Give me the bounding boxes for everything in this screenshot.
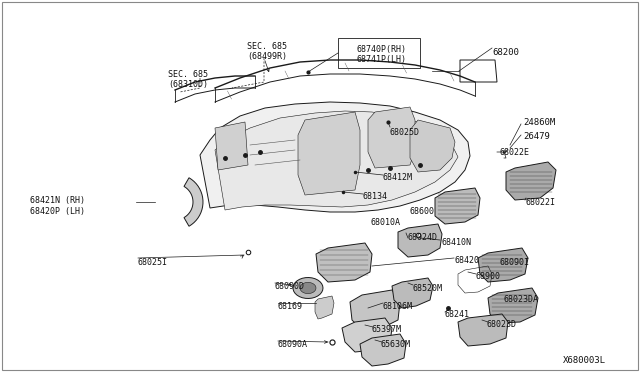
Polygon shape <box>435 188 480 224</box>
Text: 68090D: 68090D <box>275 282 305 291</box>
Text: 68010A: 68010A <box>371 218 401 227</box>
Text: SEC. 685: SEC. 685 <box>168 70 208 79</box>
Text: 65630M: 65630M <box>381 340 411 349</box>
Text: 65397M: 65397M <box>372 325 402 334</box>
Text: 68241: 68241 <box>445 310 470 319</box>
Text: 68022I: 68022I <box>526 198 556 207</box>
Text: 68410N: 68410N <box>442 238 472 247</box>
Polygon shape <box>342 318 392 352</box>
Text: 68169: 68169 <box>278 302 303 311</box>
Text: 24860M: 24860M <box>523 118 556 127</box>
Text: 68520M: 68520M <box>413 284 443 293</box>
Text: 68900: 68900 <box>476 272 501 281</box>
Polygon shape <box>360 334 406 366</box>
Polygon shape <box>458 314 508 346</box>
Polygon shape <box>478 248 528 282</box>
Text: X680003L: X680003L <box>563 356 606 365</box>
Polygon shape <box>410 120 455 172</box>
Text: 68023DA: 68023DA <box>504 295 539 304</box>
Polygon shape <box>368 107 415 168</box>
Text: 68024D: 68024D <box>408 233 438 242</box>
Polygon shape <box>293 278 323 298</box>
Text: 68420P (LH): 68420P (LH) <box>30 207 85 216</box>
Text: 26479: 26479 <box>523 132 550 141</box>
Text: 68421N (RH): 68421N (RH) <box>30 196 85 205</box>
Text: (68310D): (68310D) <box>168 80 208 89</box>
Polygon shape <box>215 122 248 170</box>
Text: 68740P(RH): 68740P(RH) <box>357 45 407 54</box>
Text: 68025I: 68025I <box>138 258 168 267</box>
Polygon shape <box>184 178 203 226</box>
Text: 68023D: 68023D <box>487 320 517 329</box>
Polygon shape <box>398 224 442 257</box>
Text: 68600: 68600 <box>410 207 435 216</box>
Polygon shape <box>315 296 334 319</box>
Text: (68499R): (68499R) <box>247 52 287 61</box>
Text: 68022E: 68022E <box>500 148 530 157</box>
Polygon shape <box>392 278 433 308</box>
Text: 68090I: 68090I <box>500 258 530 267</box>
Polygon shape <box>350 290 400 330</box>
Text: 68106M: 68106M <box>383 302 413 311</box>
Polygon shape <box>200 102 470 212</box>
Text: 68420: 68420 <box>455 256 480 265</box>
Polygon shape <box>300 282 316 294</box>
Text: 68134: 68134 <box>363 192 388 201</box>
Text: 68200: 68200 <box>492 48 519 57</box>
Polygon shape <box>298 112 360 195</box>
Polygon shape <box>488 288 538 323</box>
Text: 68090A: 68090A <box>278 340 308 349</box>
Text: 68412M: 68412M <box>383 173 413 182</box>
Polygon shape <box>506 162 556 200</box>
Text: 68741P(LH): 68741P(LH) <box>357 55 407 64</box>
Text: 68025D: 68025D <box>390 128 420 137</box>
Polygon shape <box>316 243 372 282</box>
Polygon shape <box>215 111 458 210</box>
Text: SEC. 685: SEC. 685 <box>247 42 287 51</box>
